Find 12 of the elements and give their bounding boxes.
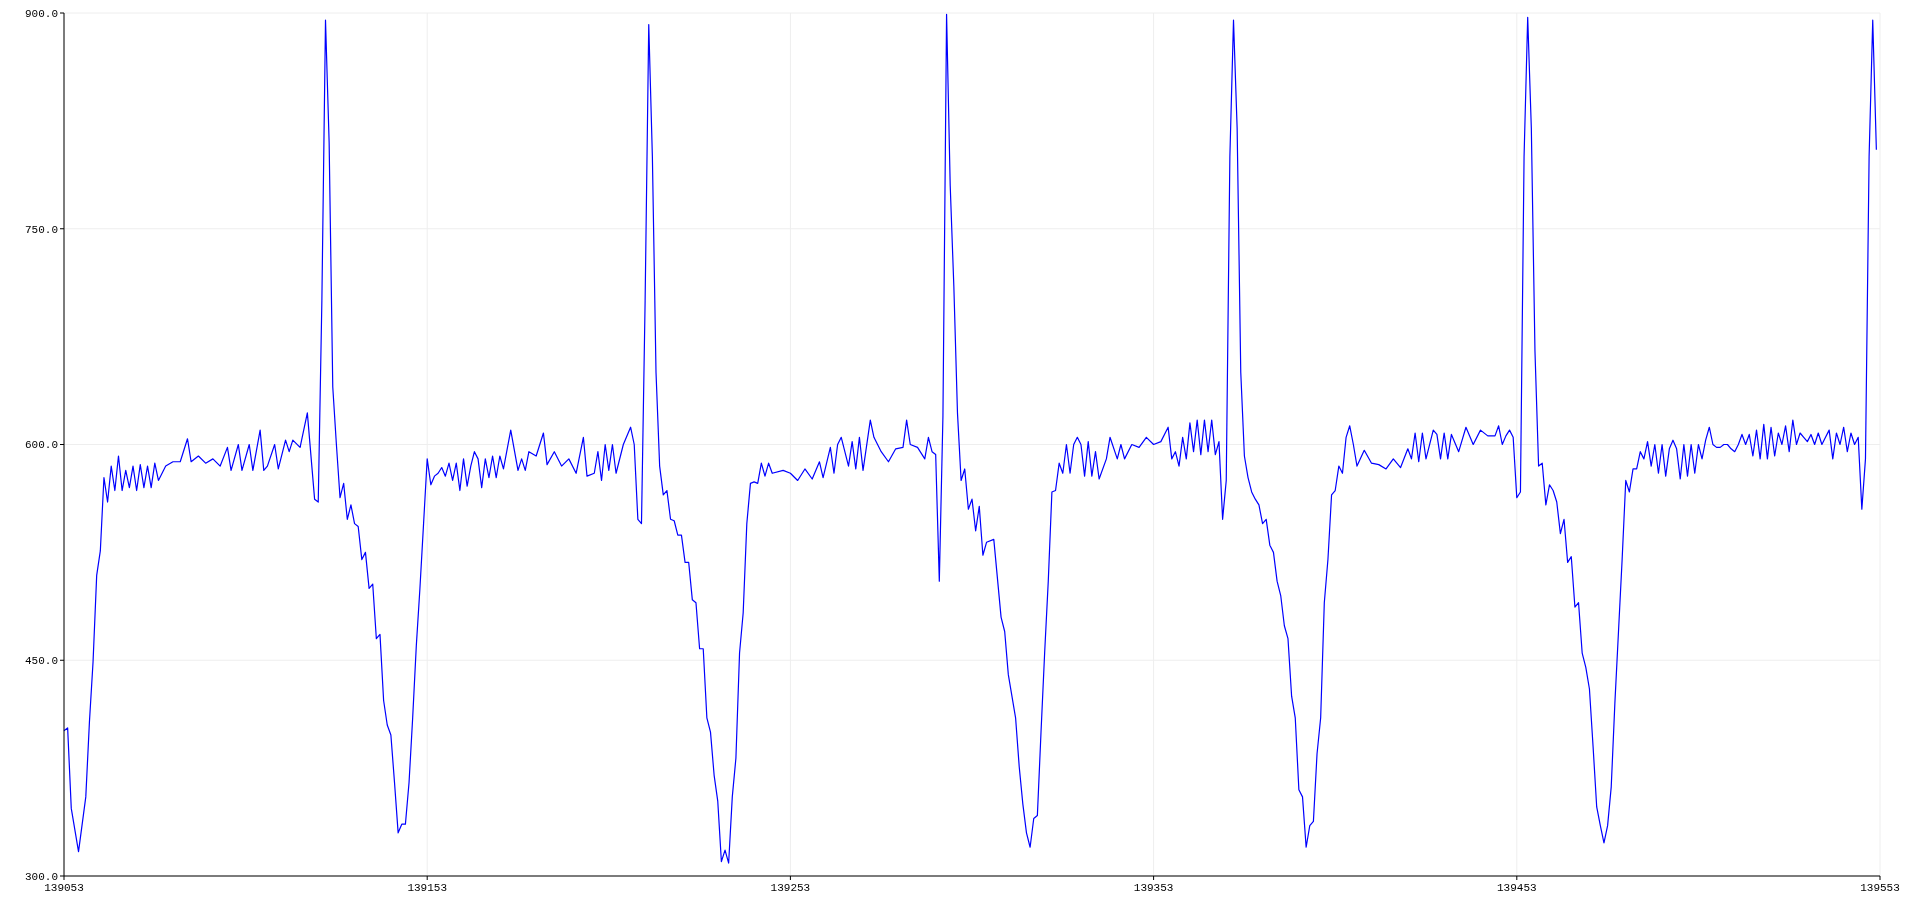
y-tick-label: 600.0 (24, 439, 58, 452)
y-tick-label: 750.0 (24, 223, 58, 236)
x-tick-label: 139453 (1497, 882, 1537, 894)
x-tick-label: 139153 (407, 882, 447, 894)
y-tick-label: 450.0 (24, 655, 58, 668)
x-tick-label: 139253 (770, 882, 811, 894)
y-tick-label: 900.0 (24, 7, 58, 20)
x-tick-label: 139053 (44, 882, 84, 894)
y-tick-label: 300.0 (24, 870, 58, 883)
x-tick-label: 139553 (1860, 882, 1900, 894)
x-tick-label: 139353 (1133, 882, 1174, 894)
line-series (63, 13, 1877, 864)
